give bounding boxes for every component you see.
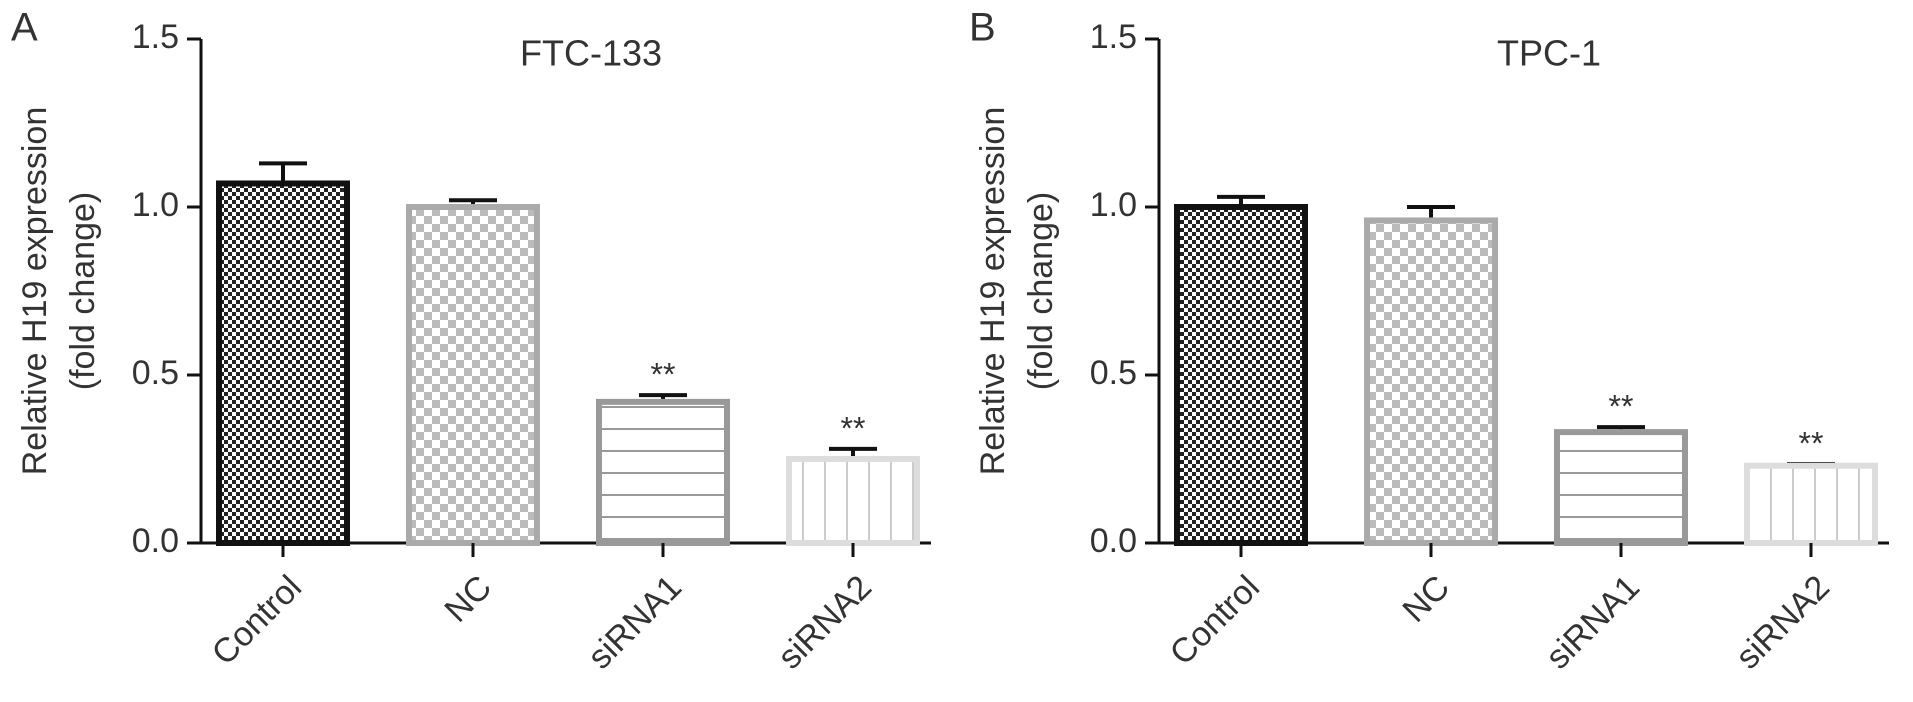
panel-label: B — [969, 6, 996, 50]
bar — [1744, 462, 1878, 546]
panel-label: A — [11, 6, 38, 50]
significance: ** — [841, 410, 866, 446]
y-tick-label: 1.5 — [132, 18, 179, 56]
x-tick-label: Control — [1163, 568, 1267, 672]
y-tick-label: 1.0 — [132, 186, 179, 224]
x-tick-label: siRNA1 — [581, 568, 689, 676]
y-tick-label: 0.0 — [132, 522, 179, 560]
bar — [596, 398, 730, 546]
x-tick-label: siRNA2 — [1729, 568, 1837, 676]
chart-title: FTC-133 — [520, 33, 662, 74]
x-tick-label: siRNA2 — [771, 568, 879, 676]
y-axis-label: (fold change) — [1022, 192, 1060, 390]
x-tick-label: siRNA1 — [1539, 568, 1647, 676]
significance: ** — [1799, 425, 1824, 461]
y-tick-label: 1.5 — [1090, 18, 1137, 56]
significance: ** — [651, 357, 676, 393]
y-axis-label: Relative H19 expression — [16, 107, 54, 476]
y-axis-label: Relative H19 expression — [974, 107, 1012, 476]
bar — [1364, 217, 1498, 546]
y-tick-label: 1.0 — [1090, 186, 1137, 224]
y-axis-label: (fold change) — [64, 192, 102, 390]
y-tick-label: 0.0 — [1090, 522, 1137, 560]
y-tick-label: 0.5 — [132, 354, 179, 392]
x-tick-label: NC — [437, 568, 499, 630]
y-tick-label: 0.5 — [1090, 354, 1137, 392]
x-tick-label: Control — [205, 568, 309, 672]
bar — [786, 456, 920, 546]
bar — [1174, 204, 1308, 546]
bar — [216, 180, 350, 546]
significance: ** — [1609, 389, 1634, 425]
bar — [1554, 429, 1688, 546]
bar — [406, 204, 540, 546]
chart-title: TPC-1 — [1497, 33, 1601, 74]
x-tick-label: NC — [1395, 568, 1457, 630]
